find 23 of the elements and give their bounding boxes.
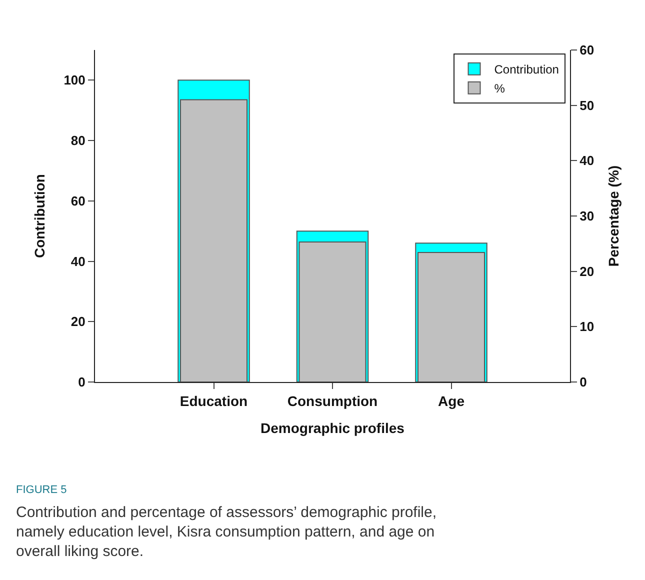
y-tick-label: 100	[64, 72, 86, 88]
y-axis-title: Contribution	[31, 174, 48, 258]
x-tick-label: Age	[438, 392, 465, 409]
y2-tick-label: 20	[580, 264, 594, 279]
y2-tick-label: 0	[580, 374, 587, 390]
text: Contribution and percentage of assessors’ demographic profile, namely education level, Kisra consumption pattern, and age on overall liking score.	[16, 504, 437, 560]
y-tick-label: 0	[78, 374, 86, 390]
y-tick-label: 40	[70, 254, 86, 269]
x-tick-label: Education	[180, 392, 248, 409]
caption: FIGURE 5	[16, 484, 67, 496]
y2-axis-title: Percentage (%)	[605, 165, 622, 267]
legend-label: Contribution	[494, 62, 559, 76]
y2-tick-label: 40	[580, 153, 594, 168]
y2-tick-label: 30	[580, 208, 594, 224]
y-tick-label: 60	[70, 193, 86, 208]
y-tick-label: 80	[70, 133, 86, 148]
y2-tick-label: 60	[580, 42, 594, 58]
y2-tick-label: 10	[580, 319, 594, 334]
x-axis-title: Demographic profiles	[260, 420, 405, 436]
y-tick-label: 20	[70, 314, 86, 330]
x-tick-label: Consumption	[287, 392, 378, 409]
y2-tick-label: 50	[580, 98, 594, 113]
legend-label: %	[494, 82, 506, 96]
